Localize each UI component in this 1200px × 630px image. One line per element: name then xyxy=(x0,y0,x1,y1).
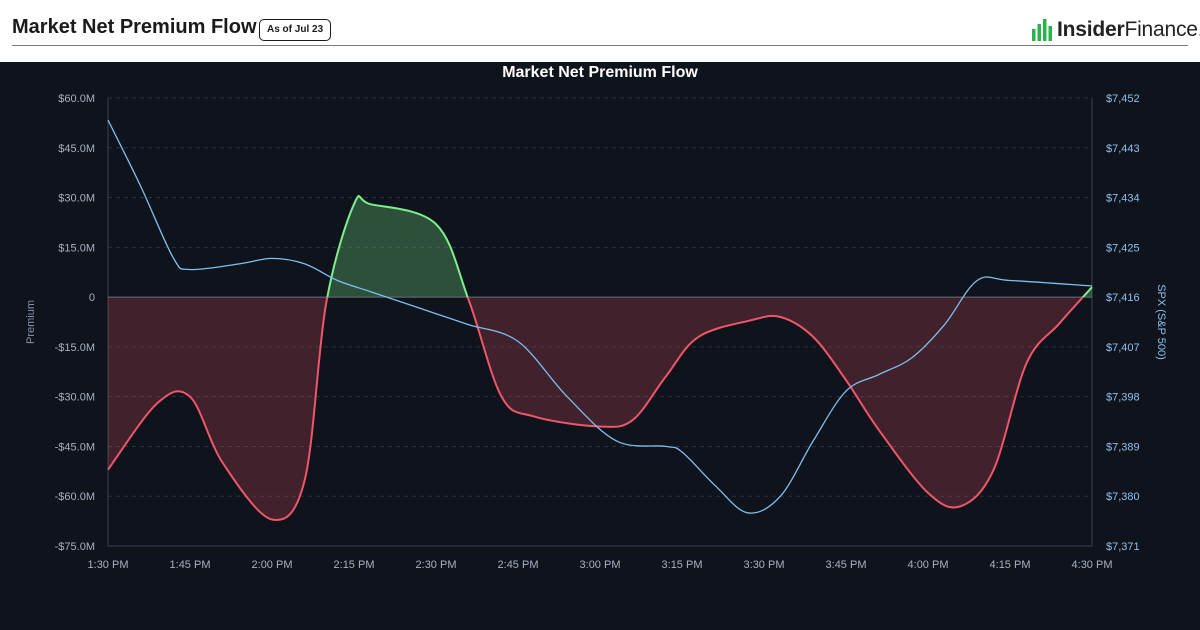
y2-tick-label: $7,434 xyxy=(1106,193,1140,205)
x-tick-label: 3:15 PM xyxy=(662,559,703,571)
x-tick-label: 3:00 PM xyxy=(580,559,621,571)
y2-tick-label: $7,425 xyxy=(1106,242,1140,254)
y-tick-label: 0 xyxy=(89,292,95,304)
y-tick-label: $15.0M xyxy=(58,242,95,254)
y-tick-label: $60.0M xyxy=(58,93,95,105)
y-tick-label: -$75.0M xyxy=(55,541,95,553)
chart-title: Market Net Premium Flow xyxy=(502,64,698,81)
as-of-badge: As of Jul 23 xyxy=(259,19,332,41)
y-tick-label: -$30.0M xyxy=(55,392,95,404)
insiderfinance-logo: InsiderFinance.io xyxy=(1032,16,1200,44)
y2-tick-label: $7,371 xyxy=(1106,541,1140,553)
chart-area: $60.0M $45.0M $30.0M $15.0M 0 -$15.0M -$30.0M -… xyxy=(0,62,1200,630)
x-tick-label: 1:45 PM xyxy=(170,559,211,571)
negative-area-fill xyxy=(108,297,1083,521)
header-bar: Market Net Premium Flow As of Jul 23 Ins… xyxy=(0,0,1200,62)
y2-tick-label: $7,443 xyxy=(1106,143,1140,155)
premium-flow-chart: $60.0M $45.0M $30.0M $15.0M 0 -$15.0M -$30.0M -… xyxy=(25,93,1167,571)
y2-tick-label: $7,380 xyxy=(1106,491,1140,503)
y-tick-label: $45.0M xyxy=(58,143,95,155)
x-tick-label: 1:30 PM xyxy=(88,559,129,571)
header-divider xyxy=(12,45,1188,46)
premium-line-negative xyxy=(107,297,1085,522)
x-tick-label: 2:15 PM xyxy=(334,559,375,571)
x-tick-label: 2:00 PM xyxy=(252,559,293,571)
y2-tick-label: $7,407 xyxy=(1106,342,1140,354)
page-title: Market Net Premium Flow xyxy=(12,16,257,38)
y-tick-label: -$45.0M xyxy=(55,441,95,453)
y-axis-title: Premium xyxy=(25,300,37,344)
x-tick-label: 4:15 PM xyxy=(990,559,1031,571)
logo-wordmark-bold: Insider xyxy=(1057,18,1125,41)
y2-tick-label: $7,398 xyxy=(1106,392,1140,404)
bars-logo-icon xyxy=(1032,19,1052,41)
x-tick-label: 4:00 PM xyxy=(908,559,949,571)
x-tick-label: 2:45 PM xyxy=(498,559,539,571)
y-tick-label: -$15.0M xyxy=(55,342,95,354)
y-tick-label: -$60.0M xyxy=(55,491,95,503)
logo-wordmark: InsiderFinance.io xyxy=(1057,18,1200,42)
y-tick-label: $30.0M xyxy=(58,193,95,205)
y2-tick-label: $7,389 xyxy=(1106,441,1140,453)
positive-area-fill xyxy=(108,196,1092,298)
x-tick-label: 3:45 PM xyxy=(826,559,867,571)
x-tick-label: 4:30 PM xyxy=(1072,559,1113,571)
x-tick-label: 3:30 PM xyxy=(744,559,785,571)
spx-line xyxy=(107,119,1093,514)
y2-axis-title: SPX (S&P 500) xyxy=(1155,284,1167,360)
x-tick-label: 2:30 PM xyxy=(416,559,457,571)
y2-tick-label: $7,452 xyxy=(1106,93,1140,105)
logo-wordmark-regular: Finance.io xyxy=(1124,18,1200,41)
y2-tick-label: $7,416 xyxy=(1106,292,1140,304)
